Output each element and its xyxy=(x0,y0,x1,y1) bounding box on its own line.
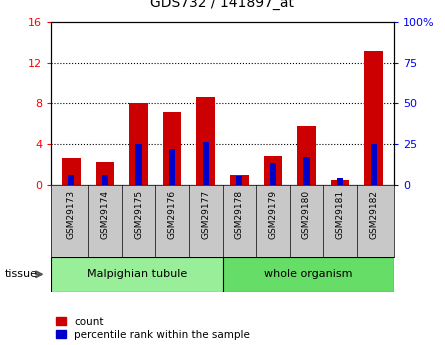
Bar xyxy=(297,126,316,185)
Bar xyxy=(263,156,282,185)
Bar xyxy=(371,144,377,185)
Text: GSM29173: GSM29173 xyxy=(67,190,76,239)
Text: GSM29182: GSM29182 xyxy=(369,190,378,239)
Text: GSM29178: GSM29178 xyxy=(235,190,244,239)
Bar xyxy=(364,51,383,185)
Bar xyxy=(135,144,142,185)
Text: GSM29180: GSM29180 xyxy=(302,190,311,239)
Legend: count, percentile rank within the sample: count, percentile rank within the sample xyxy=(57,317,250,340)
Bar xyxy=(51,257,223,292)
Text: tissue: tissue xyxy=(4,269,37,279)
Bar xyxy=(222,257,394,292)
Bar xyxy=(169,149,175,185)
Bar xyxy=(163,111,182,185)
Bar xyxy=(230,176,249,185)
Bar xyxy=(236,176,243,185)
Bar xyxy=(196,97,215,185)
Text: Malpighian tubule: Malpighian tubule xyxy=(87,269,187,279)
Text: GSM29181: GSM29181 xyxy=(336,190,344,239)
Bar xyxy=(303,157,310,185)
Text: GSM29175: GSM29175 xyxy=(134,190,143,239)
Bar xyxy=(270,164,276,185)
Text: GDS732 / 141897_at: GDS732 / 141897_at xyxy=(150,0,295,10)
Bar xyxy=(129,104,148,185)
Bar xyxy=(69,175,74,185)
Bar xyxy=(202,142,209,185)
Bar xyxy=(331,179,349,185)
Text: GSM29176: GSM29176 xyxy=(168,190,177,239)
Text: GSM29174: GSM29174 xyxy=(101,190,109,239)
Text: whole organism: whole organism xyxy=(264,269,352,279)
Bar xyxy=(62,158,81,185)
Bar xyxy=(337,178,343,185)
Text: GSM29177: GSM29177 xyxy=(201,190,210,239)
Text: GSM29179: GSM29179 xyxy=(268,190,277,239)
Bar xyxy=(102,175,108,185)
Bar xyxy=(96,162,114,185)
